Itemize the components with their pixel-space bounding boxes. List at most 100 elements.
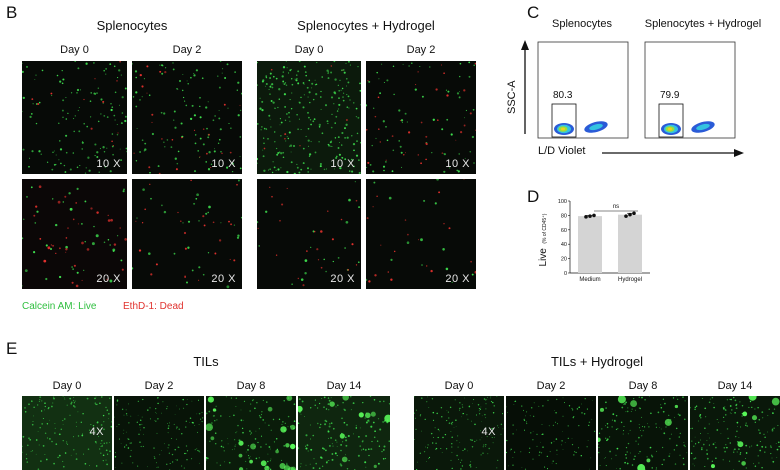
cell-speckles: [132, 179, 242, 289]
cell-dot: [373, 399, 376, 401]
cell-dot: [491, 437, 493, 438]
cell-dot: [44, 409, 45, 411]
cell-dot: [113, 65, 116, 68]
cell-dot: [100, 113, 102, 115]
cell-dot: [307, 171, 310, 173]
cell-dot: [300, 278, 304, 281]
cell-dot: [605, 437, 607, 439]
cell-dot: [218, 239, 222, 242]
cell-dot: [725, 444, 727, 446]
cell-dot: [520, 451, 522, 453]
cell-dot: [73, 264, 76, 267]
cell-dot: [114, 452, 116, 454]
cell-dot: [95, 442, 97, 444]
cell-dot: [697, 441, 700, 444]
cell-dot: [771, 457, 773, 459]
cell-dot: [173, 252, 176, 255]
cell-dot: [749, 446, 751, 448]
cell-dot: [285, 140, 287, 142]
cell-dot: [605, 425, 606, 427]
cell-dot: [290, 424, 296, 430]
cell-dot: [459, 91, 460, 93]
cell-dot: [501, 413, 503, 415]
cell-dot: [257, 84, 259, 87]
cell-dot: [637, 443, 639, 445]
cell-dot: [37, 404, 39, 406]
cell-dot: [327, 397, 330, 399]
cell-speckles: [114, 397, 204, 470]
cell-dot: [237, 424, 239, 427]
cell-dot: [307, 450, 309, 452]
cell-dot: [189, 422, 190, 423]
cell-dot: [451, 443, 453, 445]
cell-dot: [777, 425, 779, 427]
cell-dot: [345, 436, 347, 439]
cell-dot: [374, 274, 377, 277]
cell-dot: [372, 421, 375, 424]
cell-dot: [116, 426, 118, 427]
cell-dot: [181, 89, 184, 92]
cell-dot: [241, 92, 242, 95]
cell-dot: [62, 440, 64, 442]
cell-dot: [617, 428, 619, 430]
cell-dot: [223, 450, 225, 452]
cell-dot: [135, 220, 137, 222]
cell-dot: [633, 398, 635, 400]
cell-dot: [635, 440, 637, 442]
cell-dot: [697, 420, 700, 422]
cell-dot: [249, 456, 251, 457]
cell-dot: [149, 418, 151, 420]
cell-dot: [167, 447, 169, 449]
cell-dot: [381, 63, 383, 65]
cell-dot: [456, 92, 460, 95]
cell-dot: [573, 454, 575, 456]
y-tick-label: 20: [561, 257, 567, 263]
cell-dot: [196, 448, 198, 450]
cell-dot: [691, 440, 693, 442]
flow-title-splenocytes: Splenocytes: [552, 18, 612, 30]
cell-dot: [298, 405, 303, 412]
cell-dot: [103, 115, 106, 117]
cell-dot: [561, 440, 563, 442]
group-title-splenocytes-hydrogel: Splenocytes + Hydrogel: [297, 18, 435, 33]
cell-dot: [443, 72, 445, 75]
cell-dot: [282, 80, 285, 83]
cell-dot: [474, 62, 476, 65]
cell-dot: [486, 436, 488, 438]
cell-dot: [336, 110, 339, 112]
cell-dot: [314, 79, 316, 81]
cell-dot: [334, 168, 336, 170]
cell-dot: [223, 103, 226, 106]
cell-dot: [677, 413, 680, 415]
cell-dot: [321, 76, 323, 78]
cell-dot: [530, 432, 532, 434]
cell-dot: [150, 273, 153, 276]
cell-dot: [231, 449, 233, 451]
cell-dot: [641, 396, 643, 399]
cell-dot: [726, 428, 729, 430]
cell-dot: [300, 128, 302, 131]
cell-dot: [431, 398, 434, 400]
cell-dot: [665, 426, 667, 428]
cell-dot: [309, 463, 311, 465]
cell-dot: [52, 244, 55, 247]
cell-dot: [420, 413, 422, 415]
cell-dot: [696, 405, 698, 408]
cell-dot: [272, 75, 275, 78]
cell-dot: [333, 103, 335, 105]
cell-dot: [195, 197, 198, 200]
day-label: Day 14: [717, 380, 753, 392]
cell-dot: [110, 103, 112, 105]
cell-dot: [365, 466, 367, 468]
cell-dot: [100, 452, 102, 454]
cell-dot: [293, 403, 296, 405]
y-tick-label: 60: [561, 228, 567, 234]
cell-dot: [737, 441, 744, 448]
cell-dot: [562, 448, 564, 450]
cell-dot: [167, 432, 169, 434]
cell-dot: [508, 465, 509, 467]
cell-dot: [80, 222, 83, 225]
cell-dot: [238, 453, 243, 458]
cell-dot: [114, 467, 116, 468]
cell-dot: [571, 443, 574, 446]
